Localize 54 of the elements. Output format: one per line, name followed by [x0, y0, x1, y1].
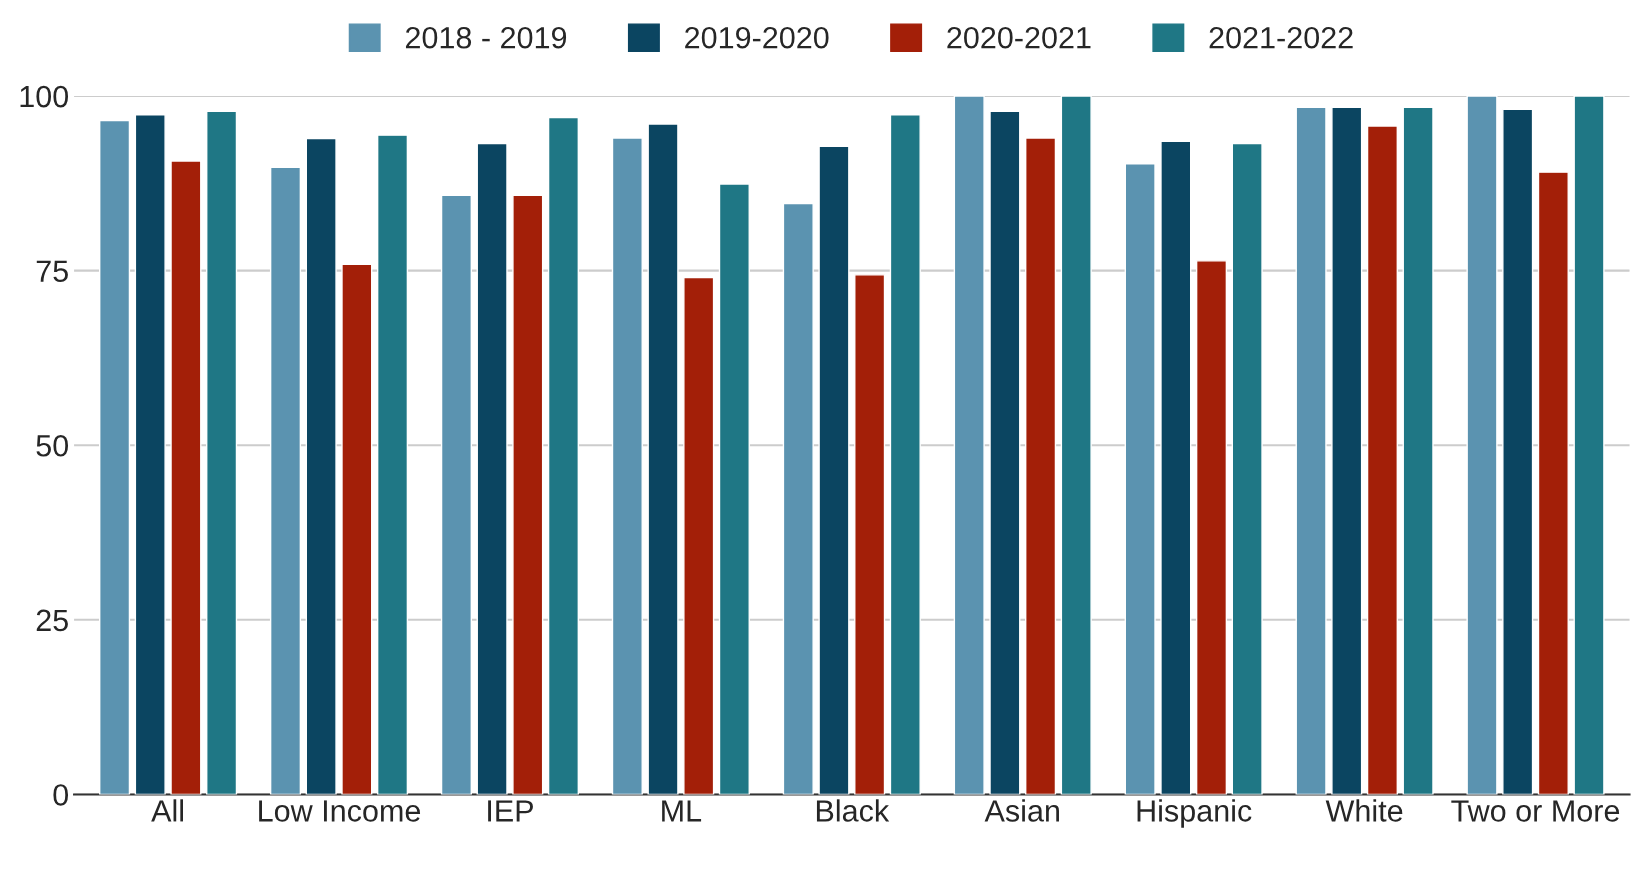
x-tick-label: Black — [816, 799, 890, 822]
x-tick-label: IEP — [488, 800, 533, 822]
bar — [611, 137, 643, 795]
bar — [547, 116, 580, 795]
bar — [1537, 171, 1569, 795]
bar — [1573, 96, 1605, 795]
bar — [718, 183, 750, 795]
bar — [782, 202, 814, 795]
y-tick-label: 0 — [53, 784, 69, 806]
y-tick-label: 50 — [36, 434, 69, 457]
bar — [989, 110, 1021, 795]
bar — [1124, 163, 1156, 795]
bar — [1195, 260, 1228, 795]
bar — [1402, 106, 1434, 795]
bar — [683, 276, 715, 795]
y-tick-label: 75 — [36, 260, 68, 282]
y-tick-label: 100 — [20, 85, 69, 108]
bar — [854, 274, 886, 795]
bar — [269, 166, 302, 795]
x-tick-label: Low Income — [259, 800, 421, 822]
bar — [1466, 96, 1498, 795]
x-tick-label: White — [1325, 799, 1403, 822]
legend-label: 2018 - 2019 — [405, 26, 567, 49]
x-tick-label: Hispanic — [1137, 799, 1252, 828]
x-tick-label: All — [151, 799, 184, 822]
bar — [305, 137, 337, 795]
legend-label: 2021-2022 — [1209, 26, 1353, 49]
bar — [1160, 140, 1192, 795]
bar — [1060, 96, 1092, 795]
bar — [647, 123, 679, 795]
bar — [376, 134, 409, 795]
bar — [134, 114, 166, 795]
x-tick-label: Two or More — [1451, 800, 1620, 822]
bar — [99, 119, 131, 795]
bar — [1366, 125, 1398, 795]
bar — [170, 160, 202, 795]
x-tick-label: Asian — [984, 799, 1059, 822]
bar — [512, 194, 544, 795]
bar — [206, 110, 238, 795]
legend-label: 2019-2020 — [685, 26, 829, 49]
bar — [1331, 106, 1363, 795]
legend-label: 2020-2021 — [947, 26, 1091, 49]
y-tick-label: 25 — [36, 609, 68, 632]
x-tick-label: ML — [662, 800, 702, 822]
bar — [1502, 108, 1534, 795]
bar — [440, 194, 472, 795]
bar — [889, 114, 921, 795]
bar — [341, 263, 373, 795]
bar — [1295, 106, 1327, 795]
bar — [1025, 137, 1057, 795]
bar — [476, 142, 508, 795]
bar — [818, 145, 850, 795]
bar — [1231, 142, 1263, 795]
bar — [953, 96, 985, 795]
